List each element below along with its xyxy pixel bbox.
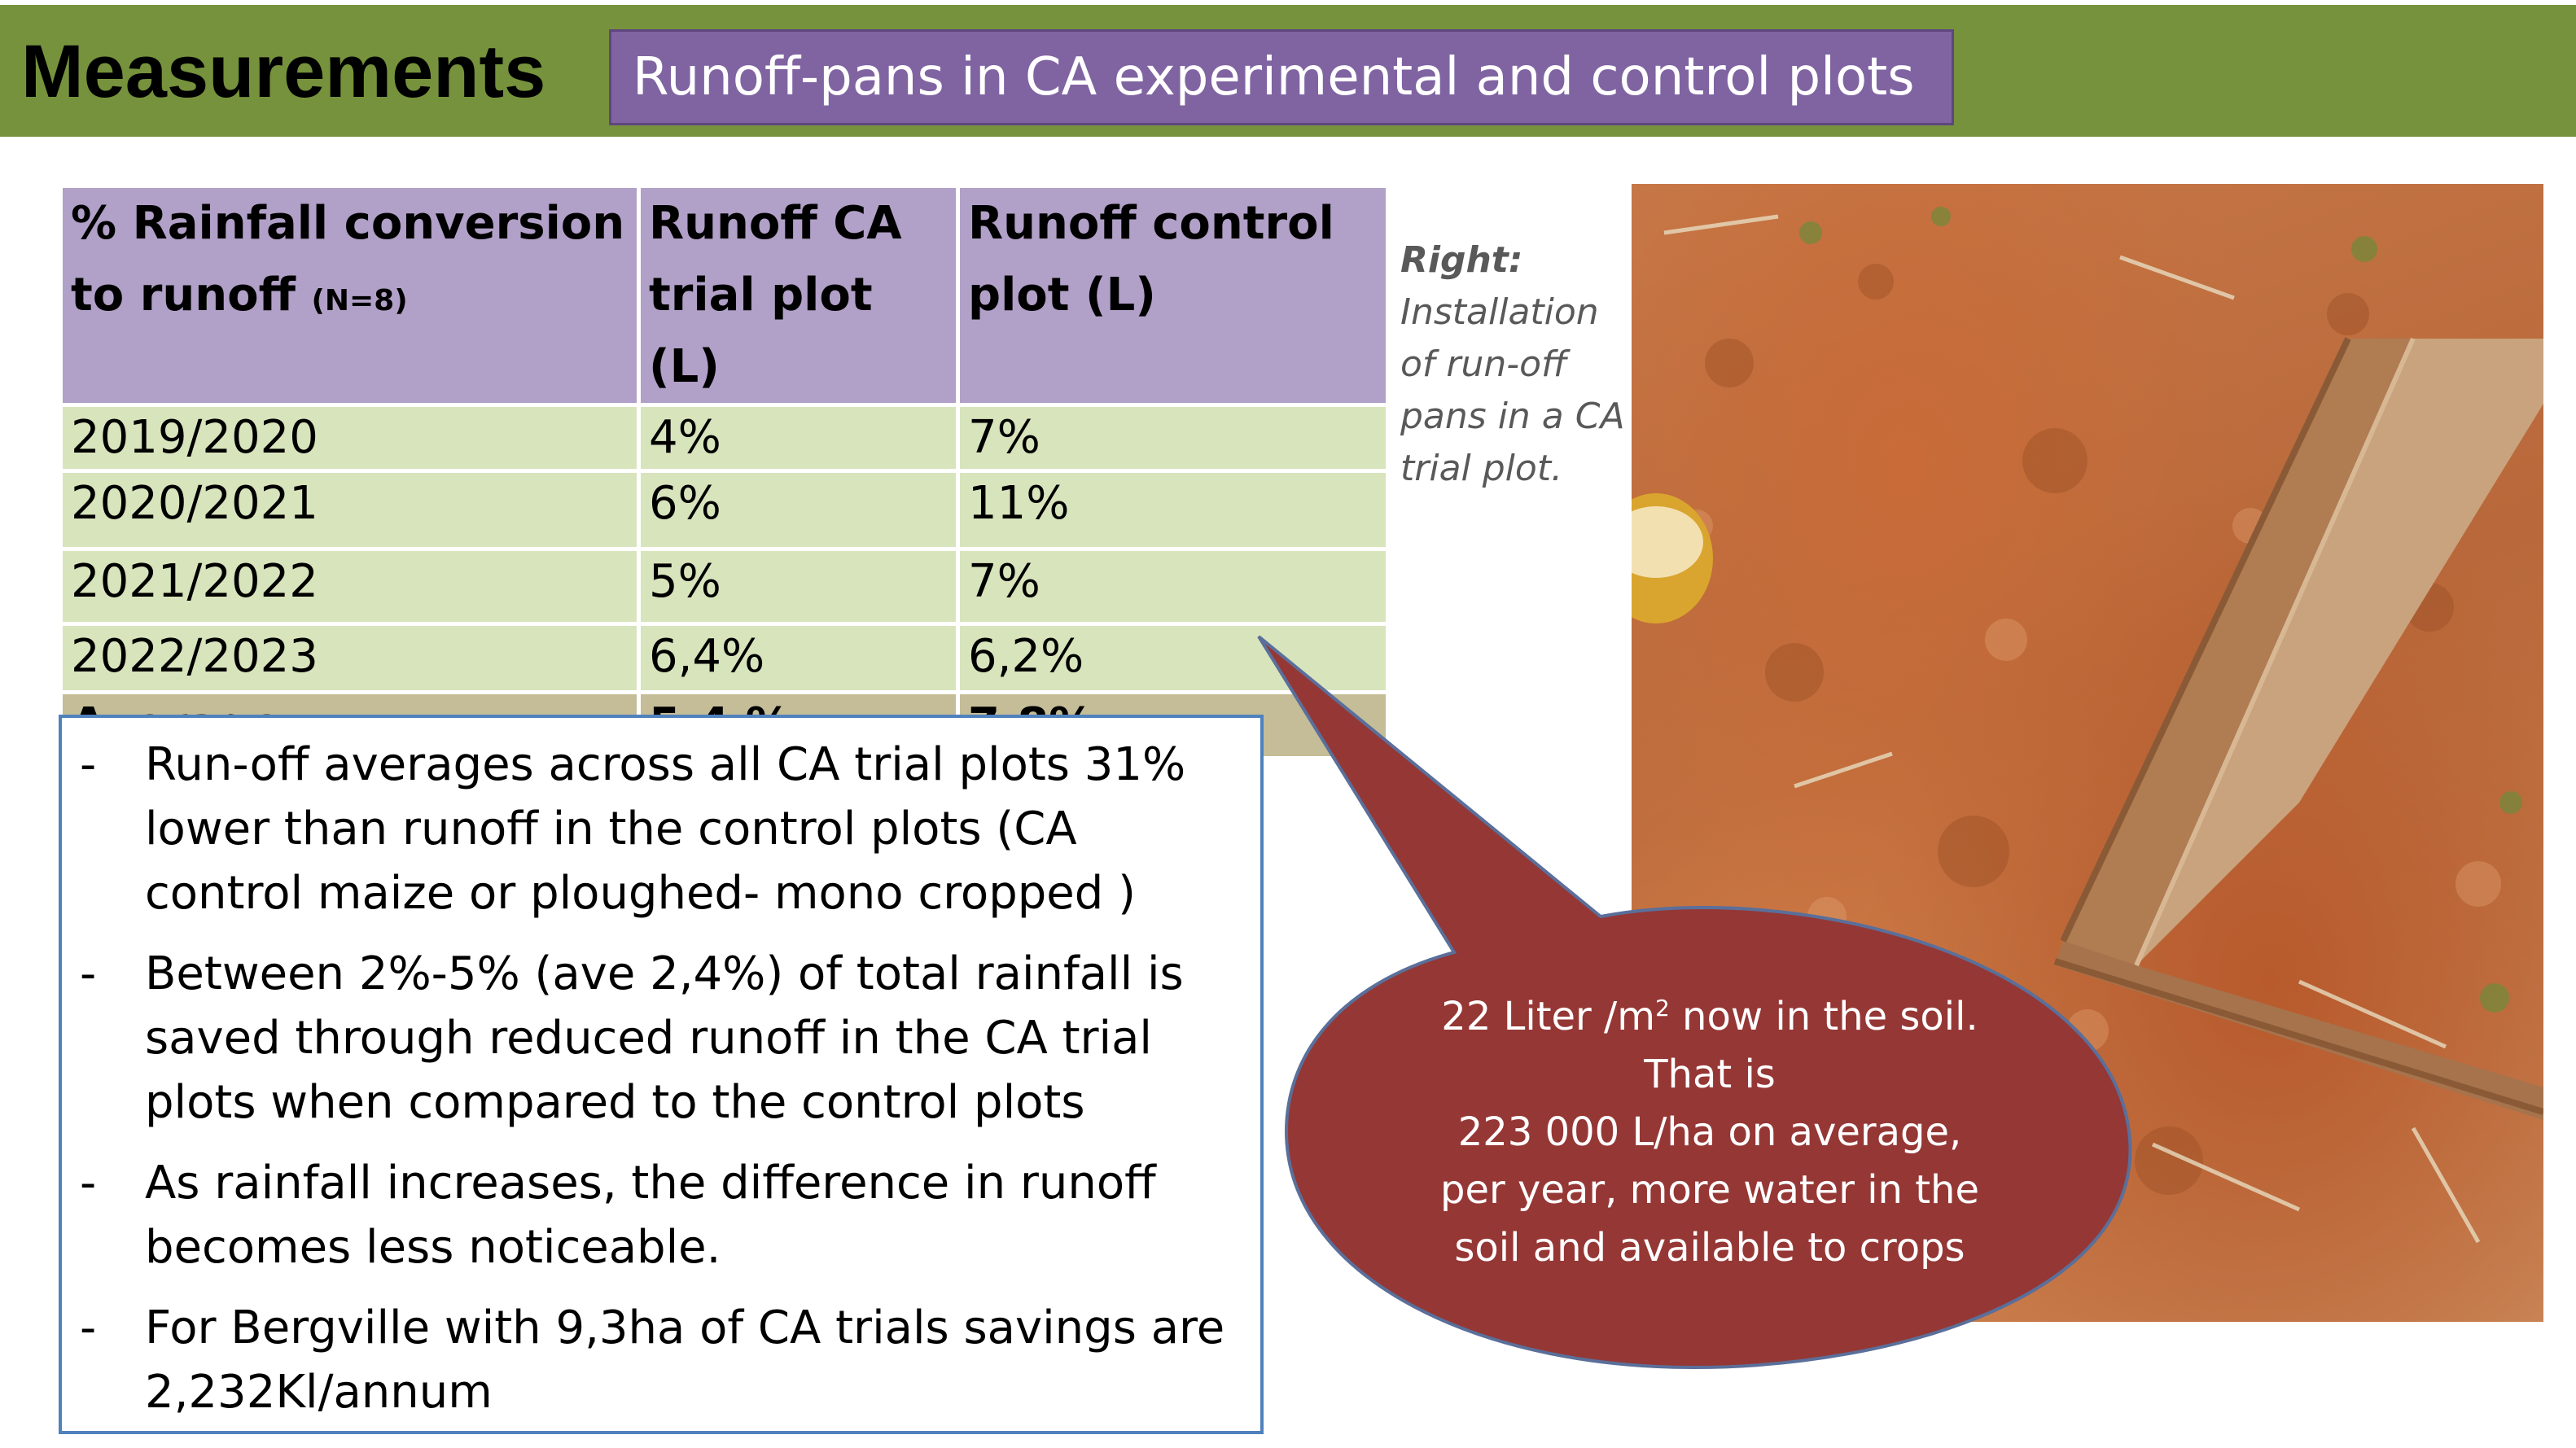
list-item: - Between 2%-5% (ave 2,4%) of total rainf… xyxy=(80,947,1184,1129)
table-cell: 2021/2022 xyxy=(59,547,641,626)
callout-line: 22 Liter /m2 now in the soil. xyxy=(1441,994,1978,1039)
callout-line: 223 000 L/ha on average, xyxy=(1457,1109,1962,1155)
table-cell: 5% xyxy=(637,547,960,626)
list-item: - For Bergville with 9,3ha of CA trials s… xyxy=(80,1301,1225,1419)
table-cell: 6% xyxy=(637,469,960,551)
table-header-row: % Rainfall conversion to runoff (N=8) Ru… xyxy=(59,184,1390,407)
table-cell: 6,4% xyxy=(637,622,960,694)
table-header-cell: % Rainfall conversion to runoff (N=8) xyxy=(59,184,641,407)
callout-line: That is xyxy=(1644,1052,1776,1097)
table-cell: 2019/2020 xyxy=(59,403,641,473)
photo-caption: Right: Installation of run-off pans in a… xyxy=(1400,234,1636,495)
callout-text: 22 Liter /m2 now in the soil. That is 22… xyxy=(1335,988,2084,1277)
table-cell: 4% xyxy=(637,403,960,473)
table-cell: 7% xyxy=(956,403,1390,473)
table-cell: 6,2% xyxy=(956,622,1390,694)
table-cell: 2022/2023 xyxy=(59,622,641,694)
table-cell: 11% xyxy=(956,469,1390,551)
list-item: - Run-off averages across all CA trial pl… xyxy=(80,738,1186,920)
subtitle-box: Runoff-pans in CA experimental and contr… xyxy=(609,29,1954,125)
table-row: 2020/2021 6% 11% xyxy=(59,469,1390,551)
findings-box: - Run-off averages across all CA trial pl… xyxy=(59,715,1264,1434)
table-row: 2019/2020 4% 7% xyxy=(59,403,1390,473)
page-title: Measurements xyxy=(21,30,546,113)
list-item: - As rainfall increases, the difference i… xyxy=(80,1157,1156,1274)
callout-line: per year, more water in the xyxy=(1440,1167,1979,1213)
table-cell: 7% xyxy=(956,547,1390,626)
caption-head: Right: xyxy=(1400,239,1523,281)
table-row: 2022/2023 6,4% 6,2% xyxy=(59,622,1390,694)
table-header-cell: Runoff CA trial plot (L) xyxy=(637,184,960,407)
table-row: 2021/2022 5% 7% xyxy=(59,547,1390,626)
callout-line: soil and available to crops xyxy=(1454,1225,1965,1271)
table-cell: 2020/2021 xyxy=(59,469,641,551)
caption-text: Installation of run-off pans in a CA tri… xyxy=(1400,291,1625,489)
runoff-table: % Rainfall conversion to runoff (N=8) Ru… xyxy=(59,184,1390,760)
table-header-cell: Runoff control plot (L) xyxy=(956,184,1390,407)
